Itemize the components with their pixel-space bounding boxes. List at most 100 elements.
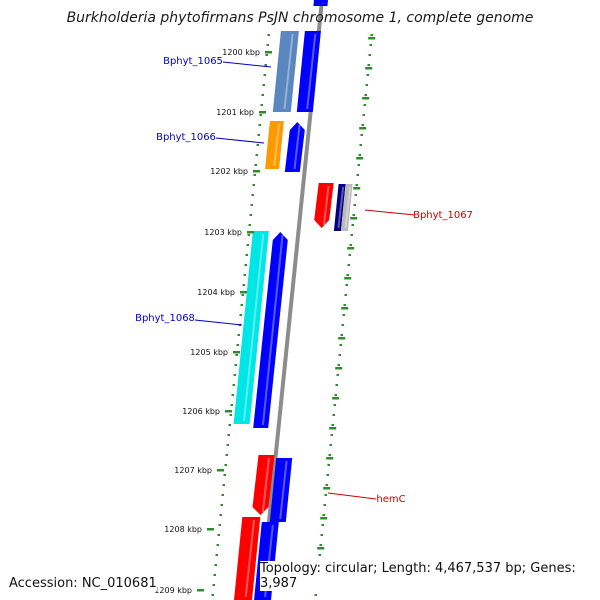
outer-tick xyxy=(348,254,351,256)
outer-tick xyxy=(327,464,330,466)
ruler-tick xyxy=(265,51,272,54)
outer-tick xyxy=(331,424,334,426)
outer-major-tick xyxy=(356,157,364,160)
outer-tick xyxy=(319,544,322,546)
inner-tick xyxy=(230,404,233,406)
gene-bphyt-1065-shine xyxy=(283,33,294,110)
outer-tick xyxy=(357,164,360,166)
outer-tick xyxy=(326,474,329,476)
inner-tick xyxy=(264,64,267,66)
inner-tick xyxy=(236,344,239,346)
gene-hemc-shine xyxy=(261,457,270,513)
inner-tick xyxy=(217,534,220,536)
inner-tick xyxy=(213,574,216,576)
outer-tick xyxy=(329,444,332,446)
ruler-label: 1204 kbp xyxy=(197,288,235,297)
outer-tick xyxy=(343,304,346,306)
outer-tick xyxy=(352,214,355,216)
inner-tick xyxy=(243,274,246,276)
topology-text: Topology: circular; Length: 4,467,537 bp… xyxy=(260,561,600,591)
outer-tick xyxy=(362,114,365,116)
inner-tick xyxy=(263,74,266,76)
inner-tick xyxy=(267,34,270,36)
gene-label-bphyt-1067: Bphyt_1067 xyxy=(413,210,473,221)
gene-hemc-cds-shine xyxy=(279,460,288,520)
gene-bphyt-1067-shine xyxy=(322,185,330,226)
gene-bphyt-1065-cds xyxy=(296,31,321,112)
gene-bphyt-1066-cds-shine xyxy=(293,124,301,170)
outer-tick xyxy=(330,434,333,436)
outer-major-tick xyxy=(353,187,361,190)
gene-bphyt-1068-cds-shine xyxy=(261,234,284,426)
outer-major-tick xyxy=(368,37,376,40)
gene-bphyt-1066-shine xyxy=(273,123,280,167)
outer-tick xyxy=(321,524,324,526)
inner-tick xyxy=(222,484,225,486)
inner-tick xyxy=(221,494,224,496)
outer-tick xyxy=(369,44,372,46)
outer-major-tick xyxy=(332,397,340,400)
outer-tick xyxy=(320,534,323,536)
map-shading xyxy=(205,0,385,600)
outer-major-tick xyxy=(320,517,328,520)
inner-tick xyxy=(215,554,218,556)
outer-tick xyxy=(366,74,369,76)
outer-tick xyxy=(314,594,317,596)
gene-bphyt-1067-c xyxy=(340,184,353,231)
ruler-label: 1200 kbp xyxy=(222,48,260,57)
callout-line-bphyt-1068 xyxy=(194,319,243,326)
inner-tick xyxy=(225,454,228,456)
outer-tick xyxy=(324,494,327,496)
inner-tick xyxy=(265,54,268,56)
outer-tick xyxy=(361,124,364,126)
inner-tick xyxy=(261,94,264,96)
inner-tick xyxy=(219,514,222,516)
inner-tick xyxy=(218,524,221,526)
gene-bphyt-1068-cds xyxy=(253,232,288,428)
outer-tick xyxy=(349,244,352,246)
outer-major-tick xyxy=(335,367,343,370)
outer-major-tick xyxy=(359,127,367,130)
outer-tick xyxy=(370,34,373,36)
outer-tick xyxy=(332,414,335,416)
outer-tick xyxy=(338,354,341,356)
outer-major-tick xyxy=(326,457,334,460)
accession-text: Accession: NC_010681 xyxy=(9,576,157,591)
gene-lower-reverse-shine xyxy=(244,519,255,598)
inner-tick xyxy=(211,594,214,596)
outer-tick xyxy=(365,84,368,86)
inner-tick xyxy=(214,564,217,566)
inner-tick xyxy=(247,234,250,236)
ruler-tick xyxy=(207,528,214,531)
outer-tick xyxy=(325,484,328,486)
outer-tick xyxy=(341,324,344,326)
inner-tick xyxy=(252,184,255,186)
inner-tick xyxy=(256,144,259,146)
outer-tick xyxy=(363,104,366,106)
outer-tick xyxy=(346,274,349,276)
ruler-tick xyxy=(259,111,266,114)
inner-tick xyxy=(257,134,260,136)
ruler-label: 1205 kbp xyxy=(190,348,228,357)
inner-tick xyxy=(259,114,262,116)
inner-tick xyxy=(227,434,230,436)
gene-label-bphyt-1068: Bphyt_1068 xyxy=(135,313,195,324)
gene-bphyt-1068 xyxy=(233,231,269,424)
outer-tick xyxy=(337,364,340,366)
inner-tick xyxy=(251,194,254,196)
inner-tick xyxy=(234,364,237,366)
outer-major-tick xyxy=(344,277,352,280)
inner-tick xyxy=(212,584,215,586)
inner-tick xyxy=(255,154,258,156)
ruler-tick xyxy=(225,410,232,413)
gene-bphyt-1067 xyxy=(314,183,334,228)
outer-major-tick xyxy=(362,97,370,100)
inner-tick xyxy=(244,264,247,266)
inner-tick xyxy=(228,424,231,426)
map-title: Burkholderia phytofirmans PsJN chromosom… xyxy=(66,10,534,26)
gene-hemc-cds xyxy=(269,458,293,522)
outer-major-tick xyxy=(329,427,337,430)
outer-tick xyxy=(351,224,354,226)
gene-callouts: Bphyt_1065 Bphyt_1066 Bphyt_1067 Bphyt_1068… xyxy=(135,56,473,505)
